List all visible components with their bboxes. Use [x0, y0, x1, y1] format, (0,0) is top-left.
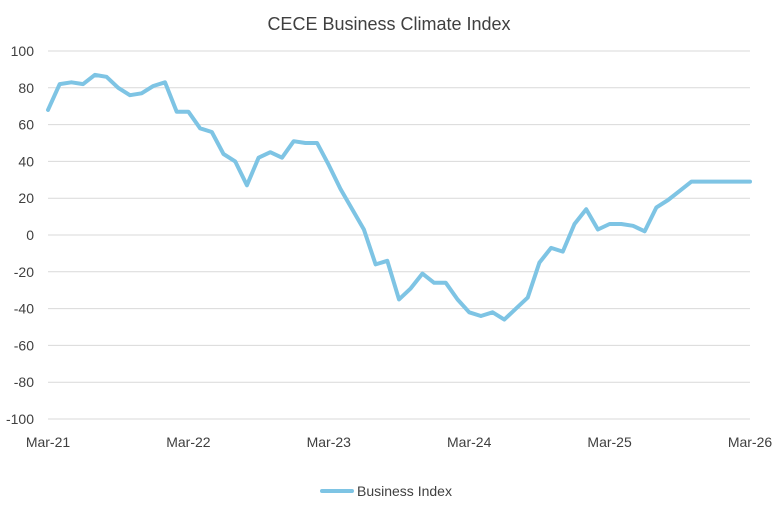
legend-label-business-index: Business Index	[357, 483, 452, 499]
y-tick-label: 0	[26, 227, 34, 243]
y-tick-label: 20	[18, 190, 34, 206]
y-tick-label: -80	[14, 374, 34, 390]
x-tick-label: Mar-26	[728, 434, 773, 450]
x-tick-label: Mar-21	[26, 434, 71, 450]
x-tick-label: Mar-25	[587, 434, 632, 450]
y-tick-label: -20	[14, 264, 34, 280]
y-tick-label: -60	[14, 337, 34, 353]
series-layer	[46, 72, 752, 322]
x-tick-label: Mar-24	[447, 434, 492, 450]
x-tick-label: Mar-23	[307, 434, 352, 450]
x-axis-tick-labels: Mar-21 Mar-22 Mar-23 Mar-24 Mar-25 Mar-26	[26, 434, 773, 450]
y-tick-label: 40	[18, 153, 34, 169]
series-line-business-index[interactable]	[46, 72, 752, 322]
y-axis-tick-labels: 100 80 60 40 20 0 -20 -40 -60 -80 -100	[6, 43, 34, 427]
y-tick-label: -40	[14, 301, 34, 317]
legend[interactable]: Business Index	[320, 483, 452, 499]
y-tick-label: 80	[18, 80, 34, 96]
y-tick-label: -100	[6, 411, 34, 427]
grid-layer	[48, 50, 750, 420]
y-tick-label: 60	[18, 117, 34, 133]
x-tick-label: Mar-22	[166, 434, 211, 450]
y-tick-label: 100	[11, 43, 35, 59]
chart-title: CECE Business Climate Index	[267, 14, 510, 34]
